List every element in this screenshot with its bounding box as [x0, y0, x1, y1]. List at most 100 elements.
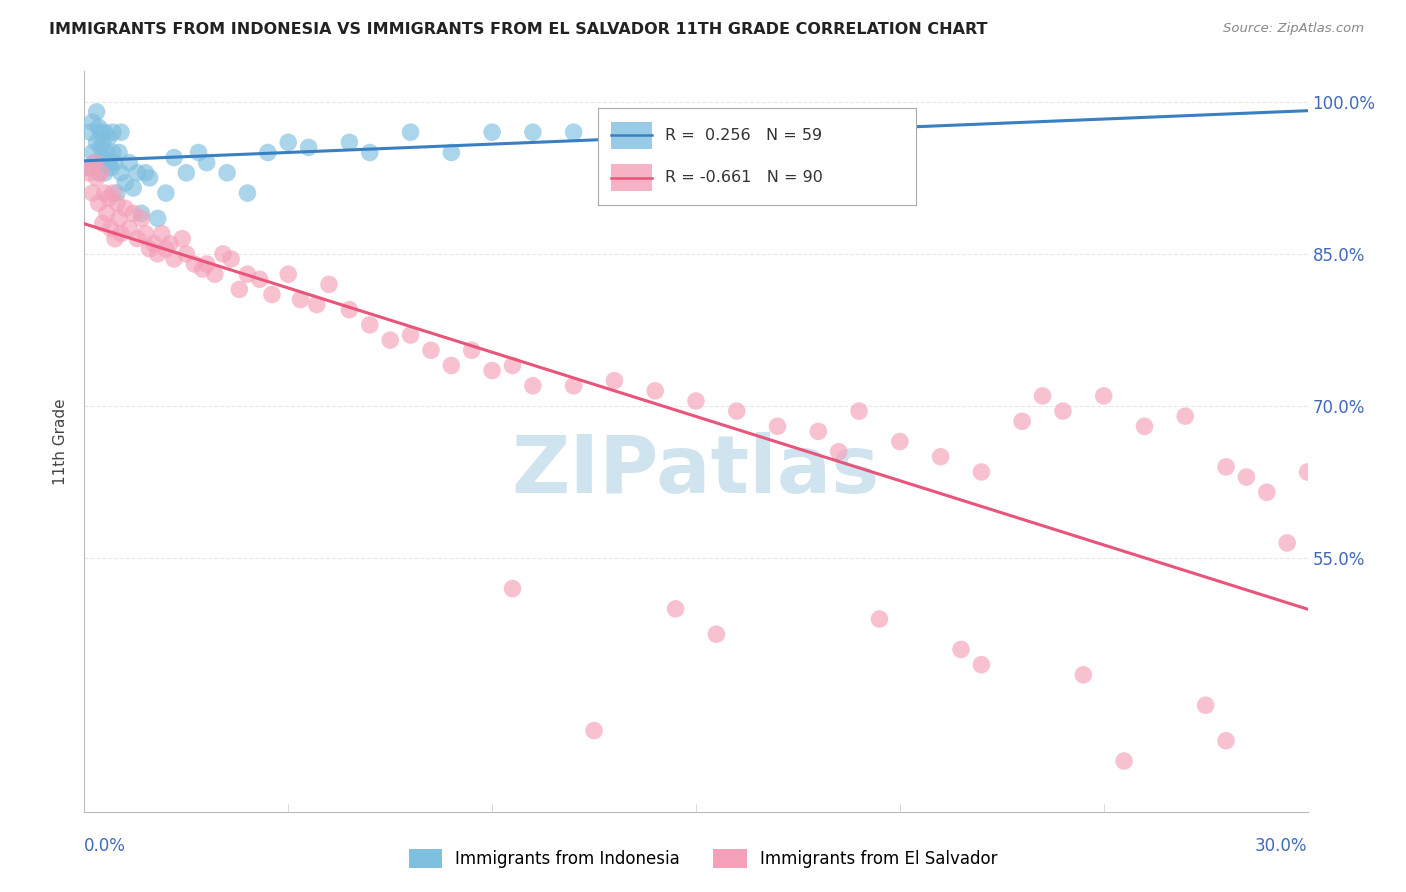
Point: [101, 145, 124, 160]
Point: [118, 221, 141, 235]
Point: [440, 359, 463, 373]
Point: [96, 145, 118, 160]
Point: [191, 262, 214, 277]
Point: [1277, 536, 1299, 550]
Point: [155, 186, 177, 200]
Point: [1052, 404, 1074, 418]
Point: [1114, 754, 1136, 768]
Point: [174, 247, 197, 261]
Point: [108, 211, 131, 226]
Point: [685, 125, 707, 139]
Point: [603, 125, 626, 139]
Point: [100, 161, 122, 175]
Point: [212, 247, 235, 261]
Point: [889, 434, 911, 449]
Point: [114, 201, 136, 215]
Point: [889, 125, 911, 139]
Point: [138, 170, 160, 185]
Point: [339, 136, 361, 150]
Point: [118, 155, 141, 169]
Point: [82, 186, 104, 200]
Point: [131, 211, 153, 226]
Point: [77, 161, 100, 175]
Point: [950, 642, 973, 657]
Point: [163, 252, 186, 266]
Point: [87, 120, 110, 135]
Point: [644, 384, 666, 398]
Point: [82, 115, 104, 129]
Point: [290, 293, 312, 307]
Point: [766, 419, 789, 434]
Point: [603, 374, 626, 388]
Point: [77, 166, 100, 180]
Point: [236, 267, 259, 281]
Point: [461, 343, 484, 358]
Point: [725, 125, 748, 139]
Point: [97, 191, 120, 205]
Point: [305, 298, 328, 312]
Text: 30.0%: 30.0%: [1256, 837, 1308, 855]
Point: [1174, 409, 1197, 424]
Point: [105, 196, 128, 211]
Point: [217, 166, 239, 180]
Point: [101, 186, 124, 200]
Point: [725, 404, 748, 418]
Point: [101, 125, 124, 139]
Point: [127, 166, 149, 180]
Point: [146, 211, 169, 226]
Point: [127, 232, 149, 246]
Y-axis label: 11th Grade: 11th Grade: [53, 398, 69, 485]
Point: [86, 136, 108, 150]
Point: [97, 155, 120, 169]
Point: [929, 450, 952, 464]
Point: [257, 145, 280, 160]
Point: [108, 145, 131, 160]
Point: [142, 236, 165, 251]
Text: Source: ZipAtlas.com: Source: ZipAtlas.com: [1223, 22, 1364, 36]
Point: [1032, 389, 1054, 403]
Point: [104, 155, 127, 169]
Point: [135, 227, 157, 241]
Point: [583, 723, 606, 738]
Point: [183, 257, 205, 271]
Point: [359, 145, 381, 160]
Point: [159, 236, 181, 251]
Point: [90, 125, 112, 139]
Point: [562, 125, 585, 139]
Point: [97, 130, 120, 145]
Point: [481, 363, 503, 377]
Point: [399, 328, 422, 343]
Point: [869, 612, 891, 626]
Point: [195, 155, 218, 169]
Point: [83, 155, 105, 169]
Point: [114, 176, 136, 190]
Point: [339, 302, 361, 317]
Point: [522, 125, 544, 139]
Point: [86, 170, 108, 185]
Point: [187, 145, 209, 160]
Point: [420, 343, 443, 358]
Point: [260, 287, 283, 301]
Point: [380, 333, 402, 347]
Point: [90, 140, 112, 154]
Point: [150, 227, 173, 241]
Point: [440, 145, 463, 160]
Point: [93, 186, 115, 200]
Point: [318, 277, 340, 292]
Point: [502, 582, 524, 596]
Point: [277, 136, 299, 150]
Point: [807, 125, 830, 139]
Point: [249, 272, 271, 286]
Text: ZIPatlas: ZIPatlas: [512, 432, 880, 510]
Point: [685, 394, 707, 409]
Point: [138, 242, 160, 256]
Point: [172, 232, 194, 246]
Point: [644, 125, 666, 139]
Point: [82, 145, 104, 160]
Point: [79, 161, 101, 175]
Point: [359, 318, 381, 332]
Point: [204, 267, 226, 281]
Point: [399, 125, 422, 139]
Text: 0.0%: 0.0%: [84, 837, 127, 855]
Point: [163, 151, 186, 165]
